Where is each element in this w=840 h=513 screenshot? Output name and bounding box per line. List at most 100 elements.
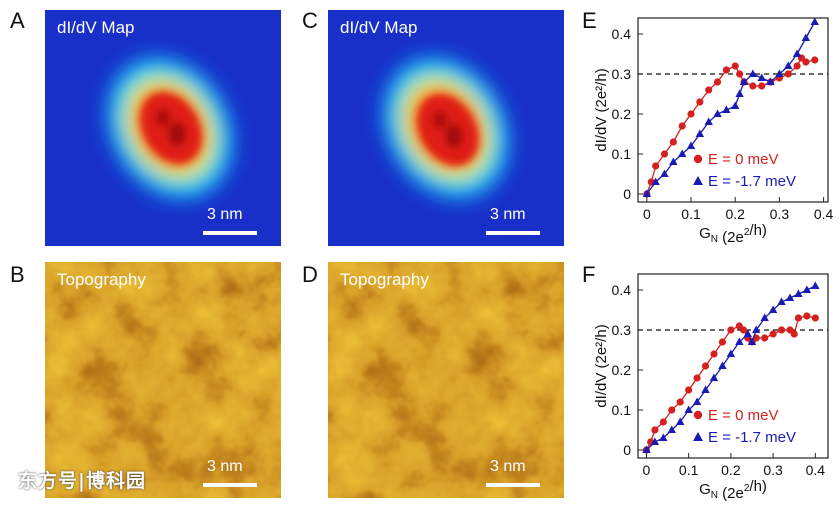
y-axis-label: dI/dV (2e²/h) xyxy=(593,324,610,407)
panel-letter-d: D xyxy=(302,262,318,287)
data-point-triangle xyxy=(735,337,744,345)
x-axis-label-part: N xyxy=(711,490,718,501)
legend-label: E = 0 meV xyxy=(708,407,778,424)
topography-panel-b: Topography 3 nm xyxy=(45,262,281,498)
data-point-circle xyxy=(722,66,730,74)
x-axis-label-part: (2e xyxy=(718,229,744,246)
x-axis-label-part: N xyxy=(711,234,718,245)
topography-panel-d: Topography 3 nm xyxy=(328,262,564,498)
x-tick-label: 0.4 xyxy=(814,206,834,222)
data-point-triangle xyxy=(747,337,757,345)
panel-letter-a: A xyxy=(10,8,25,33)
data-point-circle xyxy=(811,56,819,64)
data-point-triangle xyxy=(792,49,802,57)
plot-frame xyxy=(637,17,829,203)
data-point-circle xyxy=(777,326,786,334)
x-axis-label-part: G xyxy=(699,225,711,242)
data-point-circle xyxy=(701,362,710,370)
data-point-triangle xyxy=(785,293,795,301)
legend-marker-triangle xyxy=(693,176,703,185)
x-axis-label-part: 2 xyxy=(744,227,750,238)
data-point-triangle xyxy=(676,417,685,425)
data-point-triangle xyxy=(801,33,811,41)
y-tick-label: 0.3 xyxy=(612,322,632,338)
scale-bar-label: 3 nm xyxy=(207,206,243,223)
data-point-triangle xyxy=(775,69,784,77)
data-point-triangle xyxy=(667,425,676,433)
data-point-triangle xyxy=(757,73,766,81)
topography-image xyxy=(328,262,564,498)
data-point-circle xyxy=(652,162,660,170)
data-point-circle xyxy=(676,398,684,406)
data-point-triangle xyxy=(692,397,702,405)
legend-marker-triangle xyxy=(693,432,703,441)
data-point-triangle xyxy=(784,61,793,69)
data-point-triangle xyxy=(713,109,722,117)
data-point-triangle xyxy=(684,405,693,413)
didv-map-panel-a: dI/dV Map 3 nm xyxy=(45,10,281,246)
y-tick-label: 0 xyxy=(623,442,631,458)
data-point-circle xyxy=(761,334,769,342)
scale-bar-label: 3 nm xyxy=(207,458,243,475)
data-point-circle xyxy=(718,338,727,346)
data-point-circle xyxy=(803,312,811,320)
x-tick-label: 0.3 xyxy=(770,206,790,222)
data-point-triangle xyxy=(794,289,803,297)
data-point-triangle xyxy=(743,329,752,337)
scale-bar-label: 3 nm xyxy=(490,458,526,475)
data-point-triangle xyxy=(739,77,749,85)
x-axis-label-part: 2 xyxy=(744,483,750,494)
data-point-triangle xyxy=(704,117,713,125)
x-tick-label: 0.4 xyxy=(806,462,826,478)
x-axis-label-part: G xyxy=(699,481,711,498)
data-point-circle xyxy=(794,314,803,322)
x-tick-label: 0.1 xyxy=(679,462,699,478)
x-axis-label-part: (2e xyxy=(718,485,744,502)
scale-bar-label: 3 nm xyxy=(490,206,526,223)
data-point-triangle xyxy=(722,105,731,113)
topography-image xyxy=(45,262,281,498)
data-point-circle xyxy=(731,62,739,70)
data-point-triangle xyxy=(642,189,652,197)
data-point-circle xyxy=(769,330,777,338)
x-tick-label: 0 xyxy=(643,206,651,222)
panel-letter-f: F xyxy=(582,262,596,287)
data-point-circle xyxy=(727,326,735,334)
legend-label: E = -1.7 meV xyxy=(708,429,796,446)
scale-bar xyxy=(203,231,257,235)
panel-title: Topography xyxy=(57,270,146,289)
y-tick-label: 0 xyxy=(623,186,631,202)
x-tick-label: 0.3 xyxy=(763,462,783,478)
data-point-triangle xyxy=(731,101,740,109)
data-point-triangle xyxy=(718,361,727,369)
data-point-circle xyxy=(758,82,766,90)
x-axis-label-part: /h) xyxy=(749,222,767,239)
data-point-triangle xyxy=(642,445,651,453)
plot-frame xyxy=(637,273,829,459)
data-point-triangle xyxy=(709,373,719,381)
x-tick-label: 0.2 xyxy=(725,206,745,222)
x-tick-label: 0 xyxy=(643,462,651,478)
data-point-triangle xyxy=(677,149,687,157)
y-tick-label: 0.2 xyxy=(612,362,632,378)
data-point-circle xyxy=(710,350,718,358)
data-point-triangle xyxy=(811,281,820,289)
didv-map-panel-c: dI/dV Map 3 nm xyxy=(328,10,564,246)
data-point-triangle xyxy=(686,141,696,149)
scale-bar xyxy=(486,483,540,487)
data-point-circle xyxy=(678,122,686,130)
data-point-triangle xyxy=(650,437,660,445)
data-point-circle xyxy=(793,62,801,70)
data-point-triangle xyxy=(760,313,769,321)
data-point-triangle xyxy=(777,297,786,305)
scale-bar xyxy=(203,483,257,487)
didv-map-image xyxy=(45,10,281,246)
data-point-circle xyxy=(739,326,748,334)
panel-title: dI/dV Map xyxy=(57,18,135,37)
series-line xyxy=(646,21,816,195)
data-point-circle xyxy=(668,406,676,414)
panel-title: dI/dV Map xyxy=(340,18,418,37)
data-point-triangle xyxy=(802,285,812,293)
data-point-triangle xyxy=(726,349,736,357)
data-point-triangle xyxy=(748,69,758,77)
